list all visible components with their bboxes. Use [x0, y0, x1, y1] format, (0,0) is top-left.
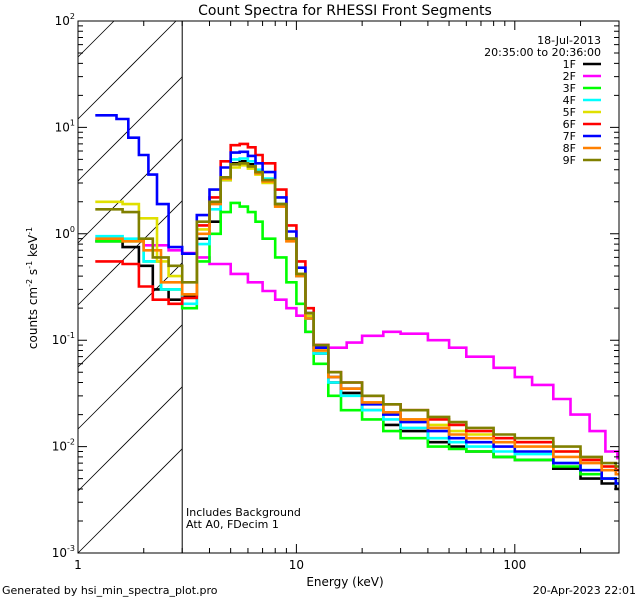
legend-label-9F: 9F	[563, 154, 576, 167]
x-tick-label-1: 1	[74, 558, 82, 572]
chart-title: Count Spectra for RHESSI Front Segments	[198, 3, 492, 19]
time-range-label: 20:35:00 to 20:36:00	[484, 46, 601, 59]
x-axis-label: Energy (keV)	[306, 575, 383, 589]
legend-label-5F: 5F	[563, 106, 576, 119]
series-line-4F	[95, 157, 619, 485]
y-tick-label-2: 102	[55, 12, 75, 28]
plot-frame	[77, 20, 620, 554]
legend-label-7F: 7F	[563, 130, 576, 143]
legend-label-2F: 2F	[563, 70, 576, 83]
series-line-7F	[95, 114, 619, 485]
series-line-2F	[95, 238, 619, 460]
x-tick-label-10: 10	[289, 558, 304, 572]
axes: 1 10 100 10-3 10-2 10-1 100 101 102	[52, 12, 620, 572]
series-line-5F	[95, 164, 619, 472]
y-tick-label--3: 10-3	[52, 544, 75, 560]
legend-label-4F: 4F	[563, 94, 576, 107]
series-line-1F	[95, 160, 619, 491]
annotation-attenuator: Att A0, FDecim 1	[186, 518, 279, 531]
legend-label-6F: 6F	[563, 118, 576, 131]
series-layer	[95, 114, 619, 491]
date-label: 18-Jul-2013	[537, 34, 601, 47]
legend-label-3F: 3F	[563, 82, 576, 95]
y-tick-label--2: 10-2	[52, 438, 75, 454]
legend-label-8F: 8F	[563, 142, 576, 155]
legend-label-1F: 1F	[563, 58, 576, 71]
hatch-lines	[77, 20, 183, 554]
y-tick-label-0: 100	[55, 225, 75, 241]
y-axis-label: counts cm-2 s-1 keV-1	[25, 227, 40, 349]
y-tick-label--1: 10-1	[52, 331, 75, 347]
series-line-3F	[95, 201, 619, 485]
attenuator-hatch-region	[77, 20, 183, 554]
generated-by-label: Generated by hsi_min_spectra_plot.pro	[2, 584, 218, 597]
generated-at-label: 20-Apr-2023 22:01	[532, 584, 636, 597]
series-line-9F	[95, 162, 619, 468]
axis-ticks	[77, 20, 620, 554]
series-line-6F	[95, 142, 619, 472]
series-line-8F	[95, 162, 619, 476]
annotation-background: Includes Background	[186, 506, 301, 519]
y-tick-label-1: 101	[55, 118, 75, 134]
x-tick-label-100: 100	[503, 558, 526, 572]
